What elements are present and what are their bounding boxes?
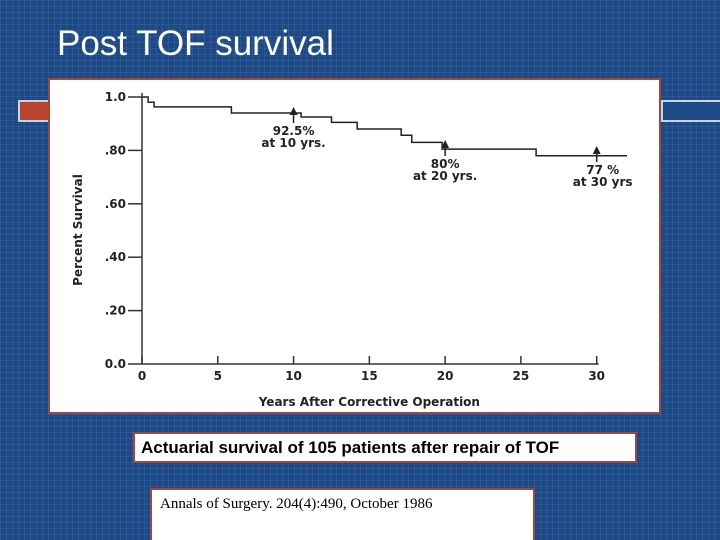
decor-band — [661, 100, 720, 122]
citation: Annals of Surgery. 204(4):490, October 1… — [150, 488, 535, 540]
x-tick-label: 10 — [285, 369, 302, 383]
x-tick-label: 15 — [361, 369, 378, 383]
x-axis-label: Years After Corrective Operation — [258, 395, 480, 409]
survival-line — [142, 96, 627, 157]
x-tick-label: 30 — [588, 369, 605, 383]
annotation-text: at 20 yrs. — [413, 169, 477, 183]
annotation-arrowhead — [592, 146, 601, 154]
decor-band — [18, 100, 52, 122]
x-tick-label: 20 — [437, 369, 454, 383]
y-tick-label: .20 — [105, 304, 126, 318]
y-tick-label: .80 — [105, 143, 126, 157]
annotation-text: at 30 yrs — [573, 175, 633, 189]
slide-title: Post TOF survival — [57, 24, 334, 63]
annotation-text: 77 % — [586, 163, 619, 177]
y-tick-label: 1.0 — [105, 90, 126, 104]
x-tick-label: 0 — [138, 369, 146, 383]
x-tick-label: 25 — [513, 369, 530, 383]
chart: 0.0 .20 .40 .60 .80 1.0 0 5 10 15 20 25 30 Years Afte… — [48, 78, 661, 414]
citation-text: Annals of Surgery. 204(4):490, October 1… — [160, 496, 433, 512]
annotation-text: 80% — [431, 157, 460, 171]
annotation-arrowhead — [441, 140, 450, 148]
annotation-arrowhead — [289, 107, 298, 115]
y-tick-label: 0.0 — [105, 357, 126, 371]
y-tick-label: .40 — [105, 250, 126, 264]
caption: Actuarial survival of 105 patients after… — [133, 432, 637, 463]
y-axis-label: Percent Survival — [71, 174, 85, 286]
annotation-text: at 10 yrs. — [261, 136, 325, 150]
annotation-text: 92.5% — [273, 124, 315, 138]
y-tick-label: .60 — [105, 197, 126, 211]
caption-text: Actuarial survival of 105 patients after… — [141, 438, 560, 457]
x-tick-label: 5 — [214, 369, 222, 383]
